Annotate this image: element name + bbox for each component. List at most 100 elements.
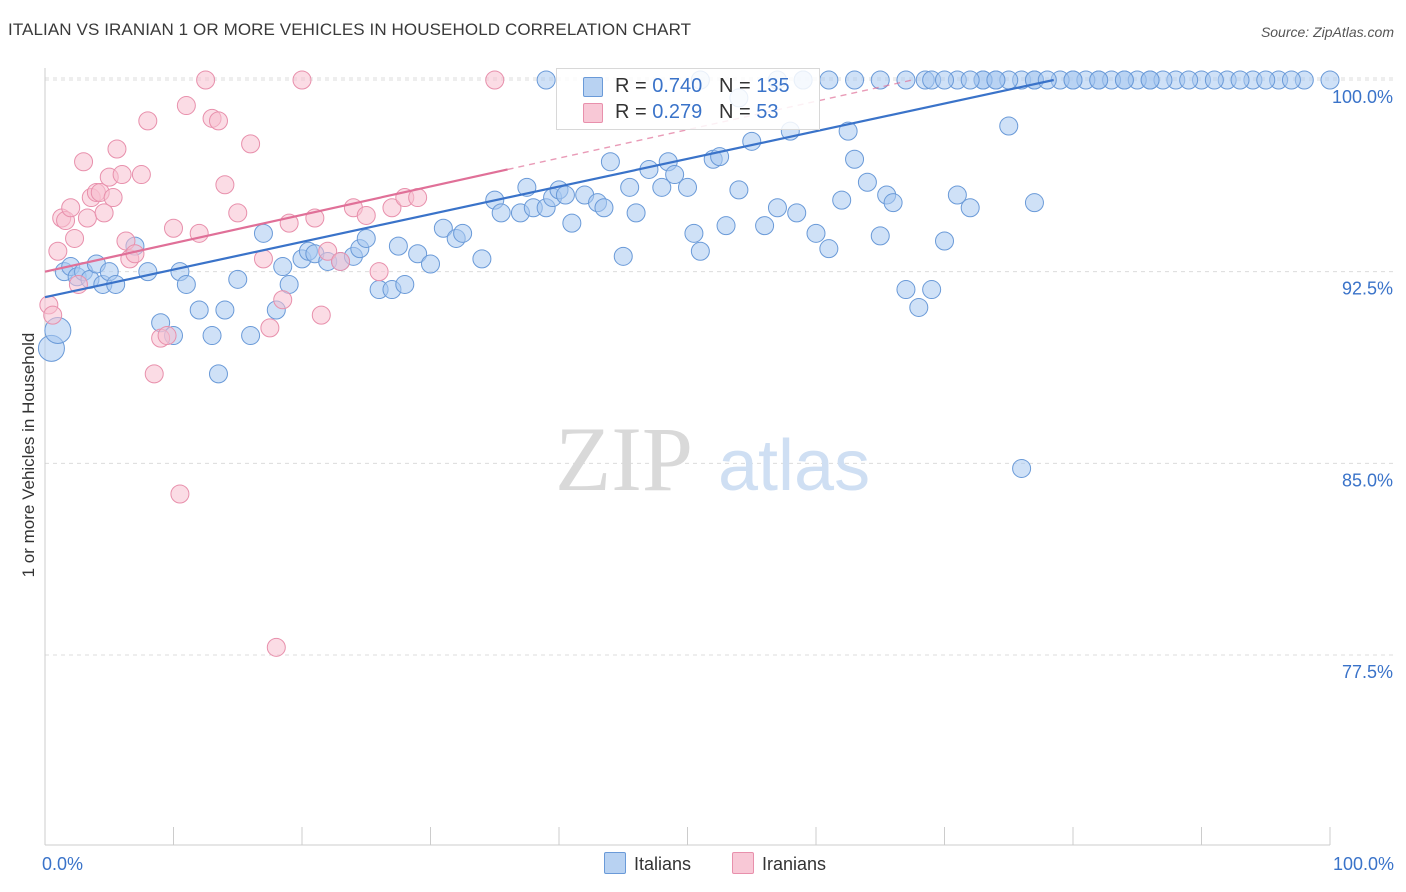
iranian-point-2	[48, 241, 68, 261]
italian-point-65	[665, 165, 685, 185]
italian-point-125	[1179, 70, 1199, 90]
italian-trend-line	[44, 78, 1054, 299]
iranian-point-34	[228, 203, 248, 223]
italian-point-18	[202, 326, 222, 346]
italian-point-97	[999, 116, 1019, 136]
iranian-point-1	[43, 305, 63, 325]
italian-point-16	[176, 274, 196, 294]
watermark-zip: ZIP	[555, 408, 693, 510]
iranian-point-41	[292, 70, 312, 90]
italian-point-59	[613, 246, 633, 266]
italian-point-41	[433, 218, 453, 238]
iranian-point-28	[176, 96, 196, 116]
iranian-point-27	[170, 484, 190, 504]
watermark: ZIP atlas	[555, 408, 870, 510]
italian-point-93	[947, 185, 967, 205]
italian-n-value: 135	[756, 75, 790, 97]
iranian-r-value: 0.279	[652, 101, 703, 123]
italian-n-label: N =	[718, 75, 757, 97]
y-tick-label-3: 77.5%	[1342, 662, 1393, 682]
italian-point-80	[819, 239, 839, 259]
iranian-trend-extension	[507, 79, 913, 171]
italian-point-139	[986, 70, 1006, 90]
italian-point-82	[838, 121, 858, 141]
x-tick-label-1: 100.0%	[1333, 854, 1394, 874]
iranian-point-16	[107, 139, 127, 159]
italian-point-144	[1140, 70, 1160, 90]
italian-point-89	[909, 297, 929, 317]
italian-point-110	[1320, 70, 1340, 90]
italian-point-53	[555, 185, 575, 205]
italian-point-73	[742, 131, 762, 151]
italian-point-87	[883, 193, 903, 213]
x-tick-label-0: 0.0%	[42, 854, 83, 874]
iranian-swatch	[583, 103, 603, 123]
italian-points	[37, 70, 1340, 478]
y-tick-label-0: 100.0%	[1332, 87, 1393, 107]
bottom-legend-iranians: Iranians	[732, 852, 826, 875]
iranian-point-5	[61, 198, 81, 218]
italian-point-140	[1037, 70, 1057, 90]
italian-point-44	[472, 249, 492, 269]
italian-point-112	[819, 70, 839, 90]
italian-point-63	[652, 177, 672, 197]
iranian-point-30	[196, 70, 216, 90]
iranian-point-25	[157, 326, 177, 346]
italian-point-34	[356, 228, 376, 248]
iranian-points	[39, 70, 505, 657]
y-tick-label-1: 92.5%	[1342, 279, 1393, 299]
italian-point-72	[729, 180, 749, 200]
iranian-point-17	[112, 165, 132, 185]
italian-point-88	[896, 280, 916, 300]
iranian-r-label: R =	[615, 101, 653, 123]
italian-point-43	[453, 223, 473, 243]
italian-point-37	[388, 236, 408, 256]
italian-point-46	[491, 203, 511, 223]
italian-point-20	[215, 300, 235, 320]
italian-point-130	[1012, 458, 1032, 478]
italian-point-83	[845, 149, 865, 169]
italian-point-21	[228, 269, 248, 289]
italian-point-132	[536, 70, 556, 90]
italian-point-131	[1024, 193, 1044, 213]
italian-point-113	[845, 70, 865, 90]
iranian-trend-line	[44, 168, 508, 273]
iranian-point-21	[131, 165, 151, 185]
italian-point-85	[870, 226, 890, 246]
italian-point-94	[960, 198, 980, 218]
italian-point-22	[241, 326, 261, 346]
italian-point-67	[684, 223, 704, 243]
iranian-point-35	[241, 134, 261, 154]
bottom-italian-label: Italians	[634, 854, 692, 874]
y-tick-label-2: 85.0%	[1342, 470, 1393, 490]
iranian-point-13	[94, 203, 114, 223]
iranian-point-38	[266, 637, 286, 657]
italian-point-114	[870, 70, 890, 90]
italian-point-137	[935, 70, 954, 90]
italian-point-74	[755, 216, 775, 236]
italian-point-57	[594, 198, 614, 218]
italian-point-60	[620, 177, 640, 197]
iranian-point-37	[260, 318, 280, 338]
iranian-point-8	[74, 152, 94, 172]
italian-point-12	[138, 262, 158, 282]
italian-point-142	[1089, 70, 1109, 90]
italian-point-38	[395, 274, 415, 294]
italian-point-19	[208, 364, 228, 384]
italian-point-58	[600, 152, 620, 172]
iranian-point-44	[318, 241, 338, 261]
italian-point-92	[935, 231, 954, 251]
bottom-italian-swatch	[604, 852, 626, 874]
italian-point-136	[896, 70, 916, 90]
source-label: Source: ZipAtlas.com	[1260, 24, 1394, 40]
iranian-n-label: N =	[718, 101, 757, 123]
italian-point-75	[767, 198, 787, 218]
iranian-point-43	[311, 305, 331, 325]
italian-point-81	[832, 190, 852, 210]
italian-point-127	[1230, 70, 1250, 90]
italian-point-54	[562, 213, 582, 233]
italian-point-61	[626, 203, 646, 223]
italian-point-66	[678, 177, 697, 197]
iranian-point-9	[77, 208, 97, 228]
italian-point-79	[806, 223, 826, 243]
